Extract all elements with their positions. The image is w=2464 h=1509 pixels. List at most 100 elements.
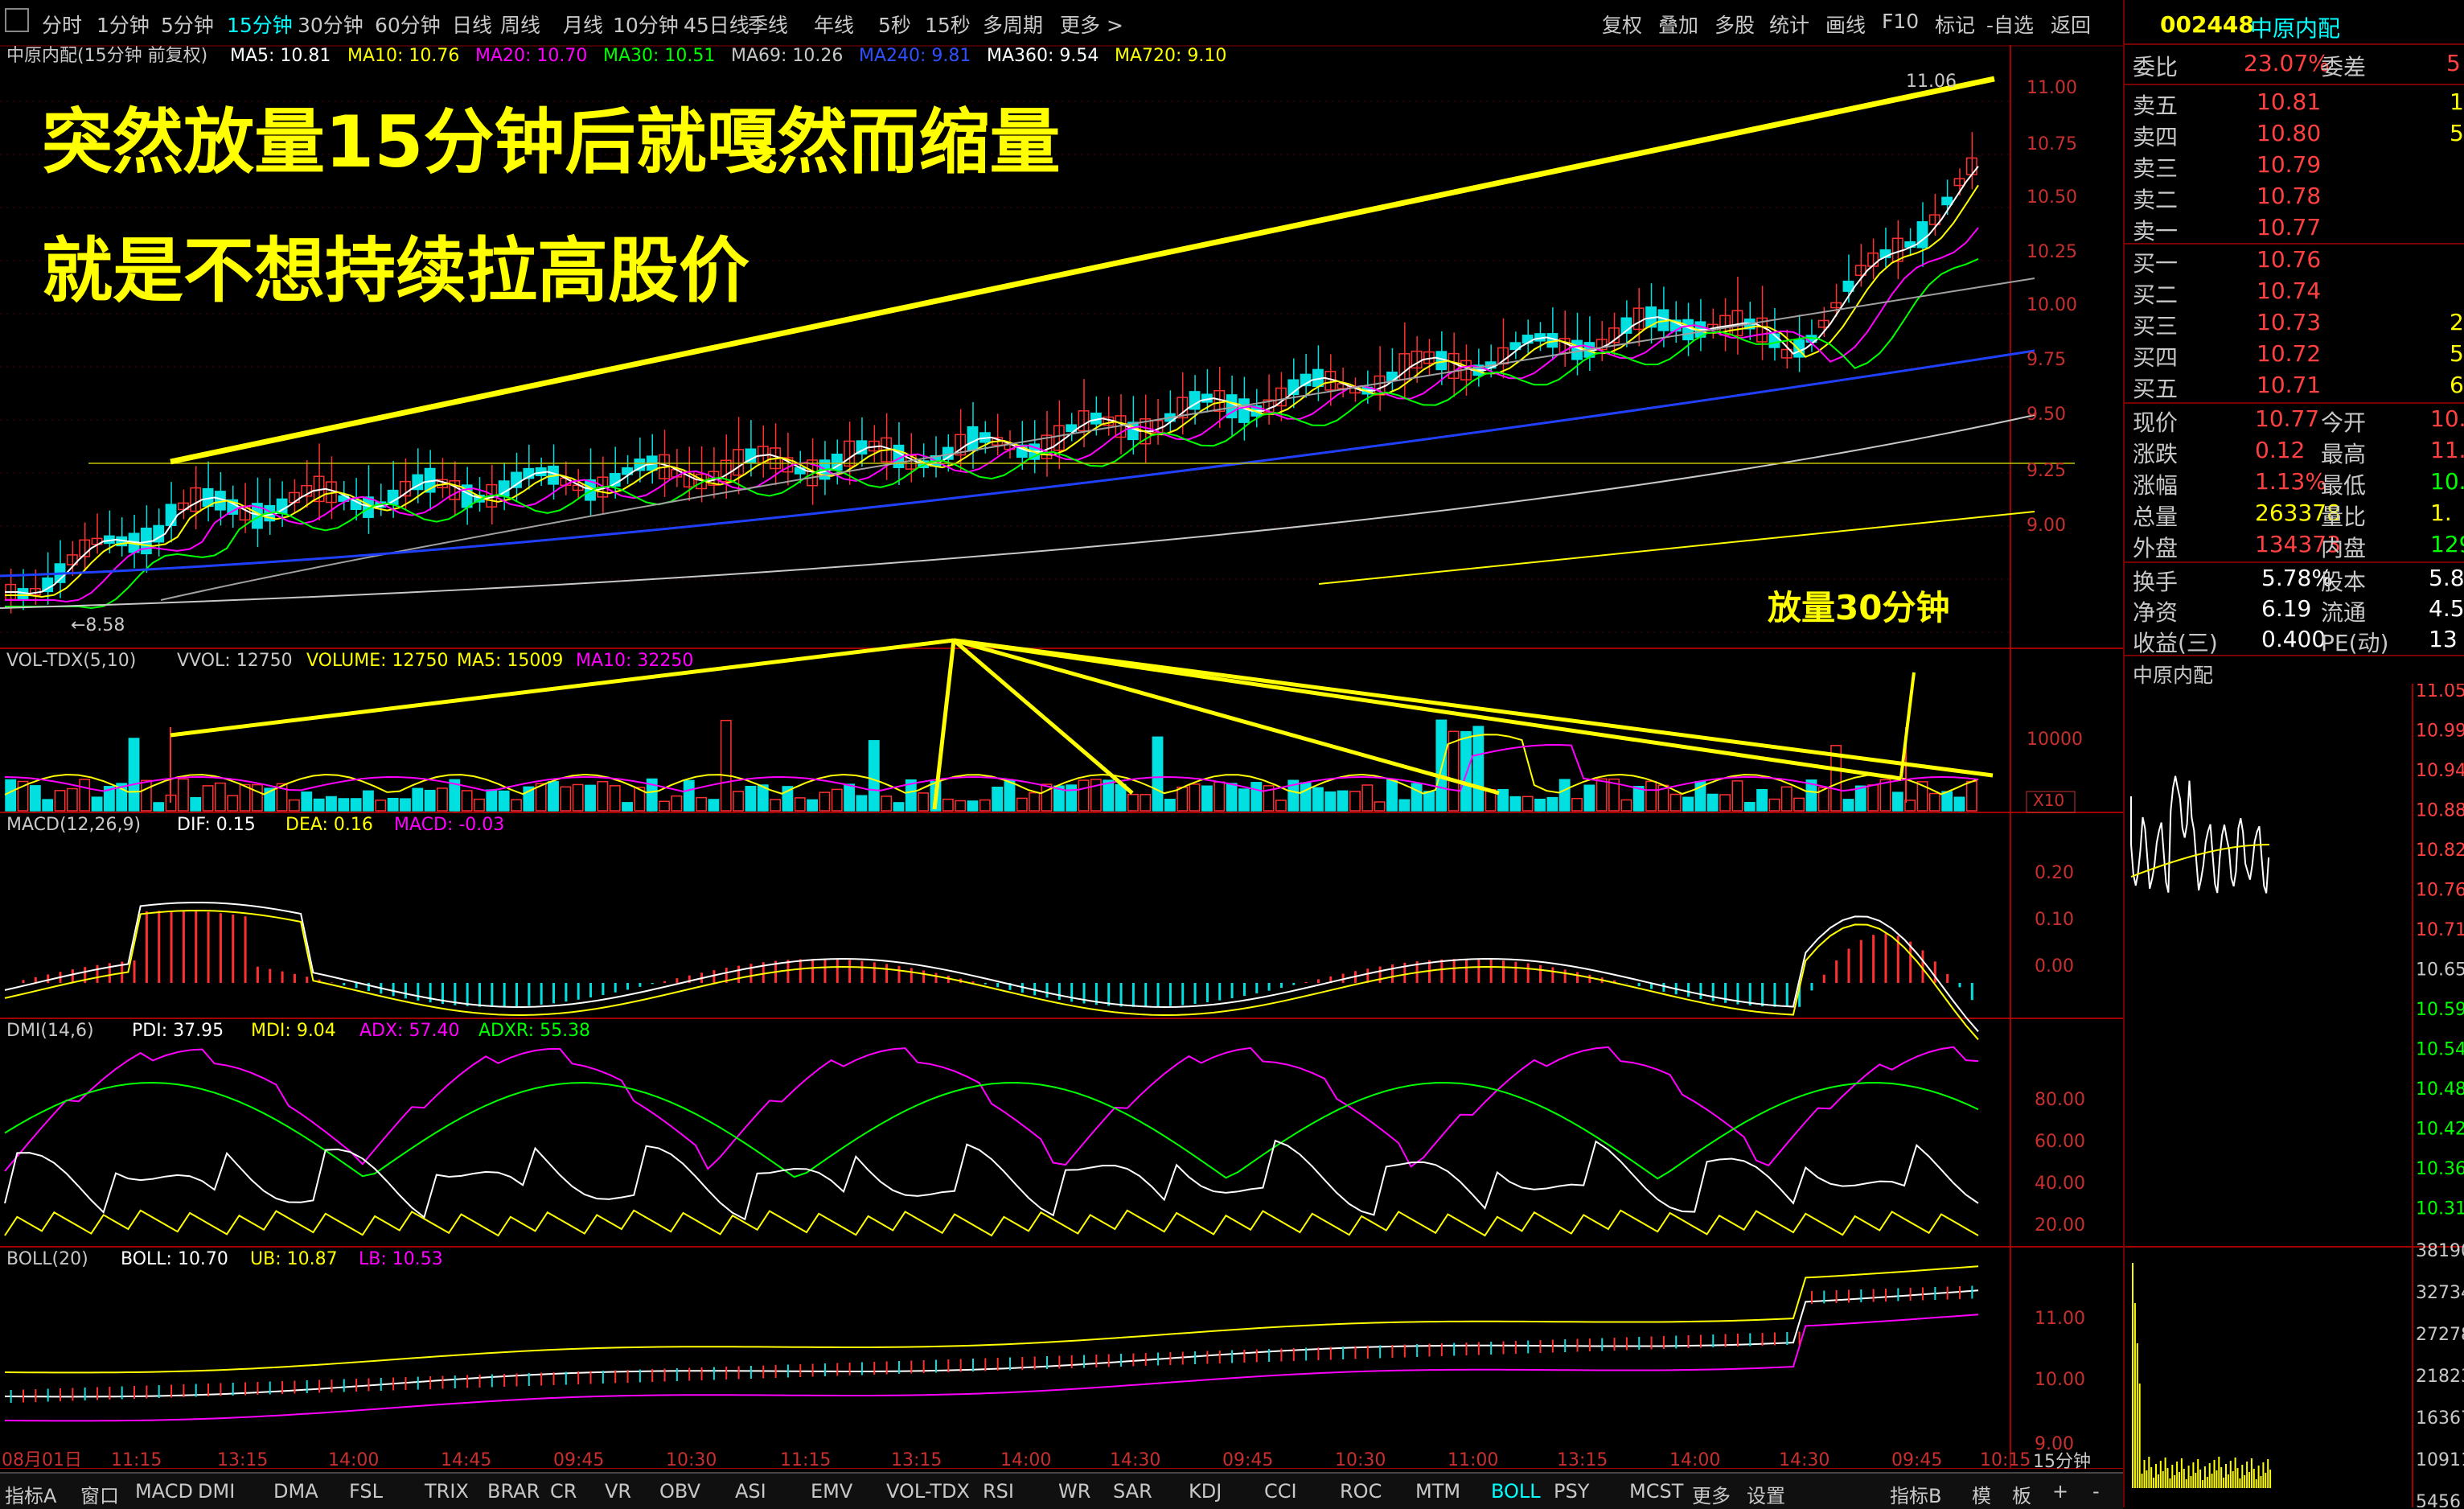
mini-chart-title: 中原内配 [2133,664,2214,687]
period-tab-14[interactable]: 15秒 [925,14,971,37]
stat-3-v2: 1. [2430,500,2452,526]
indicator-tab-18[interactable]: CCI [1264,1480,1297,1503]
indicator-tab-23[interactable]: MCST [1629,1480,1684,1503]
indicator-tab-5[interactable]: FSL [349,1480,383,1503]
boll-legend-item-1: UB: 10.87 [250,1249,338,1269]
indicator-tab-10[interactable]: OBV [659,1480,701,1503]
indicator-tab-22[interactable]: PSY [1554,1480,1590,1503]
period-tab-0[interactable]: 分时 [42,14,83,37]
period-tab-13[interactable]: 5秒 [878,14,911,37]
indicator-tab-13[interactable]: VOL-TDX [886,1480,970,1503]
indicator-tab-0[interactable]: 指标A [5,1485,57,1507]
stat-0-l2: 今开 [2321,409,2367,436]
period-tab-5[interactable]: 60分钟 [375,14,441,37]
ask-4-value: 10.77 [2257,214,2322,241]
x-tick-18: 10:15 [1980,1450,2031,1469]
weibi-value: 23.07% [2244,50,2330,76]
indicator-tab-19[interactable]: ROC [1340,1480,1382,1503]
indicator-tab-9[interactable]: VR [605,1480,632,1503]
indicator-tab-24[interactable]: 更多 [1692,1485,1731,1507]
period-tab-8[interactable]: 月线 [563,14,604,37]
boll-legend-item-2: LB: 10.53 [359,1249,443,1269]
mini-vol-tick-6: 5456 [2416,1492,2461,1507]
period-tab-15[interactable]: 多周期 [983,14,1044,37]
intraday-mini-chart[interactable]: 11.05 10.99 10.94 10.88 10.82 10.76 10.71 10.65… [2125,684,2464,1507]
period-tab-4[interactable]: 30分钟 [298,14,363,37]
indicator-right-0[interactable]: 指标B [1890,1485,1942,1507]
headline-2: 就是不想持续拉高股价 [42,229,750,312]
mini-price-tick-5: 10.76 [2416,881,2464,901]
toolbar-button-5[interactable]: F10 [1882,10,1920,33]
toolbar-button-8[interactable]: 返回 [2051,14,2092,37]
headline-1: 突然放量15分钟后就嘎然而缩量 [42,101,1061,183]
indicator-right-3[interactable]: + [2052,1480,2069,1503]
mini-price-tick-3: 10.88 [2416,801,2464,821]
indicator-tab-12[interactable]: EMV [811,1480,853,1503]
mini-price-tick-10: 10.48 [2416,1079,2464,1100]
period-tab-11[interactable]: 季线 [748,14,789,37]
stat-1-v2: 11. [2430,437,2464,463]
main-y-tick-1: 10.75 [2027,134,2077,154]
ask-2-value: 10.79 [2257,151,2322,178]
dmi-y-tick-1: 60.00 [2035,1132,2085,1152]
period-tab-6[interactable]: 日线 [452,14,493,37]
indicator-tab-7[interactable]: BRAR [487,1480,540,1503]
period-tab-16[interactable]: 更多 > [1060,14,1123,37]
dmi-legend-item-1: MDI: 9.04 [251,1021,336,1041]
mini-price-tick-9: 10.54 [2416,1040,2464,1060]
main-y-tick-5: 9.75 [2027,350,2066,370]
dmi-y-tick-2: 40.00 [2035,1174,2085,1194]
ma-legend-5: MA240: 9.81 [859,46,971,66]
period-tab-3[interactable]: 15分钟 [227,14,293,37]
period-tab-9[interactable]: 10分钟 [613,14,679,37]
period-tab-7[interactable]: 周线 [500,14,541,37]
indicator-tab-25[interactable]: 设置 [1747,1485,1785,1507]
stat2-0-l1: 换手 [2133,569,2179,595]
mini-vol-tick-1: 32734 [2416,1283,2464,1303]
x-tick-11: 09:45 [1222,1450,1273,1469]
toolbar-button-2[interactable]: 多股 [1715,14,1756,37]
dmi-legend-name: DMI(14,6) [6,1021,94,1041]
main-y-tick-2: 10.50 [2027,187,2077,208]
indicator-right-2[interactable]: 板 [2012,1485,2031,1507]
x-tick-1: 11:15 [111,1450,162,1469]
indicator-tab-8[interactable]: CR [550,1480,577,1503]
stat-3-l1: 总量 [2133,504,2179,530]
indicator-tab-20[interactable]: MTM [1415,1480,1461,1503]
toolbar-button-0[interactable]: 复权 [1602,14,1643,37]
period-toolbar: 分时 1分钟 5分钟 15分钟 30分钟 60分钟 日线 周线 月线 10分钟 45日线 季线 年线 5秒… [0,0,2123,47]
toolbar-button-1[interactable]: 叠加 [1658,14,1699,37]
indicator-right-4[interactable]: - [2092,1480,2100,1503]
ma-legend-0: MA5: 10.81 [230,46,331,66]
period-tab-1[interactable]: 1分钟 [97,14,150,37]
stat2-0-l2: 股本 [2321,569,2367,595]
period-tab-10[interactable]: 45日线 [684,14,749,37]
indicator-tab-6[interactable]: TRIX [425,1480,469,1503]
mini-price-tick-2: 10.94 [2416,761,2464,781]
stat-0-l1: 现价 [2133,409,2179,436]
macd-y-tick-0: 0.20 [2035,863,2074,883]
x-tick-16: 14:30 [1779,1450,1830,1469]
indicator-tab-4[interactable]: DMA [273,1480,318,1503]
indicator-right-1[interactable]: 模 [1972,1485,1991,1507]
kline-chart-area[interactable]: 中原内配(15分钟 前复权) MA5: 10.81 MA10: 10.76 MA20:… [0,45,2123,1469]
indicator-tab-3[interactable]: DMI [198,1480,236,1503]
period-tab-12[interactable]: 年线 [814,14,855,37]
indicator-tab-11[interactable]: ASI [735,1480,766,1503]
indicator-tab-15[interactable]: WR [1058,1480,1091,1503]
indicator-tab-1[interactable]: 窗口 [80,1485,119,1507]
indicator-tab-2[interactable]: MACD [135,1480,193,1503]
period-tab-2[interactable]: 5分钟 [161,14,214,37]
ask-3-value: 10.78 [2257,183,2322,209]
indicator-tab-17[interactable]: KDJ [1189,1480,1222,1503]
window-icon[interactable] [5,8,29,32]
toolbar-button-4[interactable]: 画线 [1825,14,1866,37]
boll-legend-item-0: BOLL: 10.70 [121,1249,228,1269]
indicator-tab-14[interactable]: RSI [983,1480,1014,1503]
toolbar-button-7[interactable]: -自选 [1986,14,2035,37]
indicator-tab-21[interactable]: BOLL [1491,1480,1541,1503]
ask-1-value: 10.80 [2257,120,2322,146]
toolbar-button-3[interactable]: 统计 [1769,14,1810,37]
indicator-tab-16[interactable]: SAR [1113,1480,1152,1503]
toolbar-button-6[interactable]: 标记 [1935,14,1976,37]
